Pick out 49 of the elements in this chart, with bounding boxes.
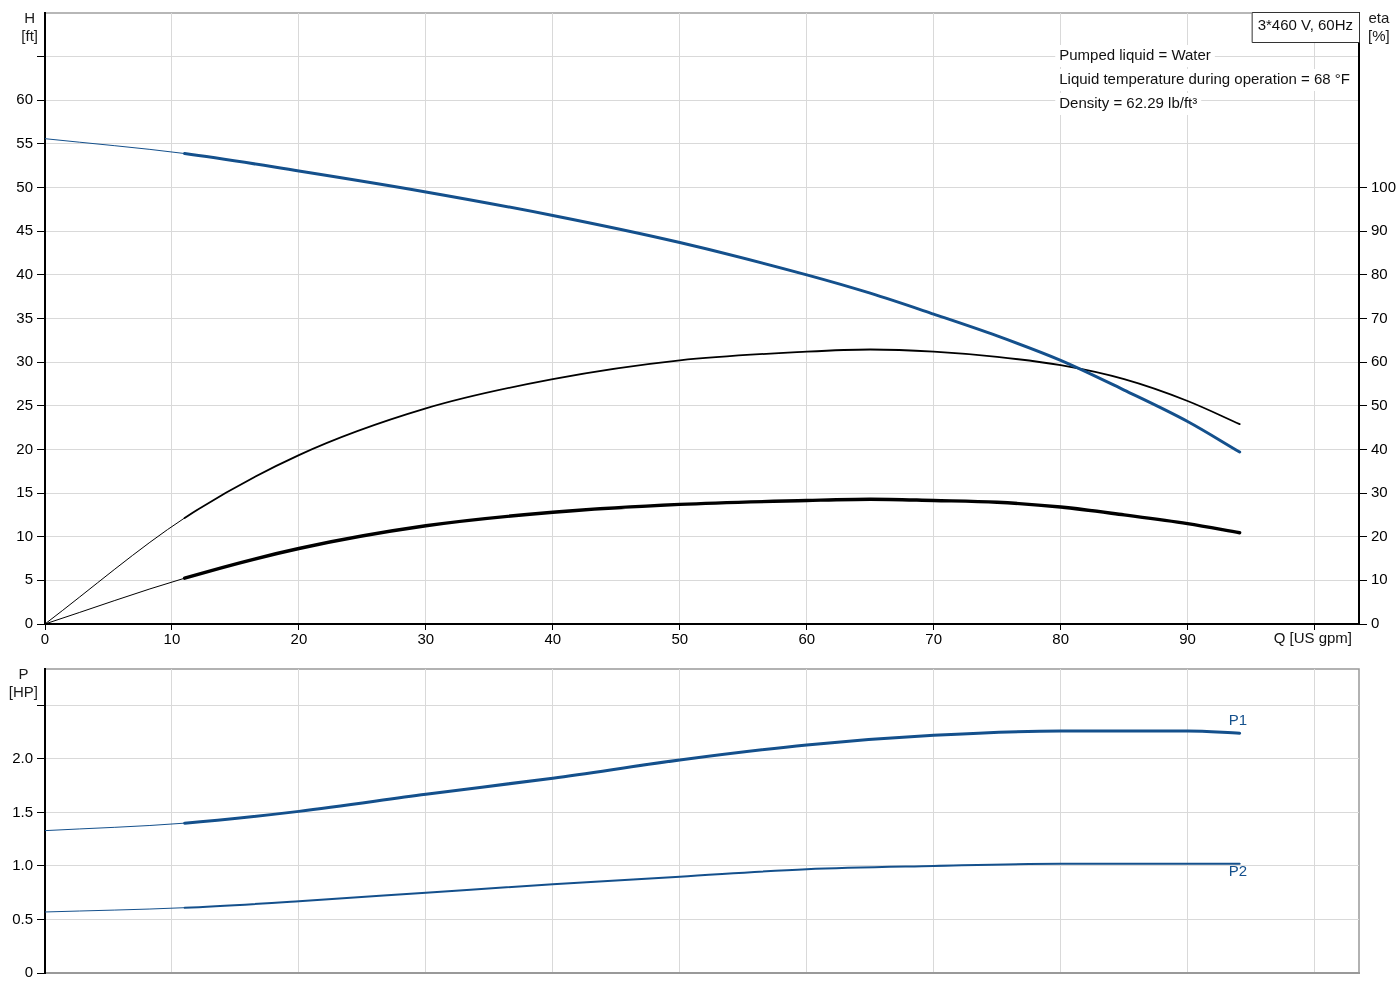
y-tick-label: 60 [16,90,33,108]
y2-tick-label: 30 [1371,483,1388,501]
series-label: P2 [1228,862,1248,880]
chart-title: 3*460 V, 60Hz [1257,16,1353,34]
y2-tick-label: 50 [1371,395,1388,413]
y-tick-label: 1.0 [12,856,33,874]
y-tick-label: 30 [16,352,33,370]
y-axis-title: P [HP] [8,665,39,701]
y2-tick-label: 0 [1371,614,1380,632]
y-tick-label: 55 [16,134,33,152]
y2-tick-label: 20 [1371,526,1388,544]
x-tick-label: 90 [1179,630,1196,648]
y2-tick-label: 100 [1371,177,1397,195]
annotation: Pumped liquid = Water [1059,46,1211,64]
y2-tick-label: 10 [1371,570,1388,588]
y2-tick-label: 90 [1371,221,1388,239]
y-tick-label: 50 [16,177,33,195]
x-axis-title: Q [US gpm] [1273,629,1352,647]
y-tick-label: 45 [16,221,33,239]
annotation: Liquid temperature during operation = 68 °F [1059,70,1350,88]
y-tick-label: 10 [16,526,33,544]
x-tick-label: 20 [290,630,308,648]
x-tick-label: 40 [544,630,562,648]
y2-axis-title: eta [%] [1367,9,1390,45]
y-tick-label: 25 [16,395,33,413]
annotation: Density = 62.29 lb/ft³ [1059,94,1198,112]
y-tick-label: 1.5 [12,802,33,820]
y-axis-title: H [ft] [21,9,38,45]
series-label: P1 [1228,710,1248,728]
x-tick-label: 50 [671,630,689,648]
y2-tick-label: 60 [1371,352,1388,370]
x-tick-label: 60 [798,630,816,648]
y2-tick-label: 40 [1371,439,1388,457]
x-tick-label: 0 [40,630,50,648]
y-tick-label: 5 [24,570,33,588]
y-tick-label: 2.0 [12,749,33,767]
y-tick-label: 0 [24,963,33,981]
x-tick-label: 70 [925,630,943,648]
y2-tick-label: 80 [1371,265,1388,282]
y-tick-label: 15 [16,483,33,501]
y-tick-label: 20 [16,439,33,457]
x-tick-label: 10 [163,630,181,648]
y-tick-label: 35 [16,308,33,326]
y2-tick-label: 70 [1371,308,1388,326]
y-tick-label: 40 [16,265,33,282]
y-tick-label: 0.5 [12,909,33,927]
x-tick-label: 30 [417,630,435,648]
y-tick-label: 0 [24,614,33,632]
x-tick-label: 80 [1052,630,1069,648]
